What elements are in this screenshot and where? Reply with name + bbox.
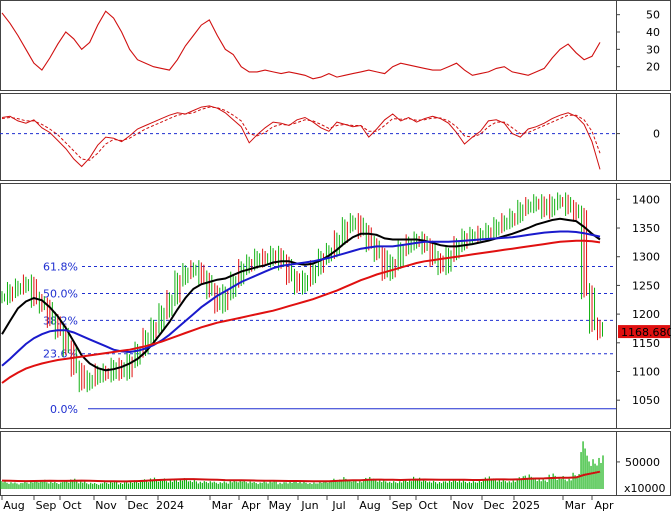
x-tick-label: Sep	[36, 499, 57, 512]
y-tick-label: 1400	[632, 193, 660, 206]
x-tick-label: Aug	[359, 499, 380, 512]
moving-average-long	[1, 239, 601, 384]
panel-frame	[0, 0, 671, 91]
x-tick-label: May	[269, 499, 292, 512]
y-tick-label: 1150	[632, 337, 660, 350]
y-tick-label: 1100	[632, 365, 660, 378]
x-axis: Aug Sep Oct Nov Dec 2024 Mar Apr May Jun Jul Aug Sep…	[1, 495, 614, 512]
x-tick-label: Nov	[452, 499, 474, 512]
panel-frames	[0, 0, 671, 496]
x-tick-label: Oct	[418, 499, 438, 512]
x-tick-label: Jun	[300, 499, 318, 512]
last-price-label: 1168.680	[621, 326, 671, 339]
panel-frame	[0, 93, 671, 181]
y-tick-label: 1050	[632, 394, 660, 407]
x-tick-label: Apr	[594, 499, 614, 512]
y-tick-label: 1200	[632, 308, 660, 321]
x-tick-label: Dec	[483, 499, 504, 512]
x-tick-label: 2024	[156, 499, 184, 512]
x-tick-label: Jul	[331, 499, 345, 512]
fib-level-label: 61.8%	[43, 260, 78, 273]
x-tick-label: Mar	[212, 499, 233, 512]
y-tick-label: 50000	[625, 456, 660, 469]
price-panel: 61.8%50.0%38.2%23.6%0.0%1050110011501200…	[1, 192, 671, 416]
fib-level-label: 0.0%	[50, 403, 78, 416]
x-tick-label: Dec	[127, 499, 148, 512]
x-tick-label: Aug	[3, 499, 24, 512]
fib-level-label: 50.0%	[43, 287, 78, 300]
y-tick-label: 50	[646, 9, 660, 22]
x-tick-label: Sep	[392, 499, 413, 512]
oscillator-line	[1, 10, 601, 80]
x-tick-label: Oct	[62, 499, 82, 512]
moving-average-mid	[1, 230, 601, 367]
y-tick-label: 1350	[632, 222, 660, 235]
x-tick-label: 2025	[512, 499, 540, 512]
volume-panel: 50000 x10000	[0, 441, 666, 495]
volume-unit-label: x10000	[624, 482, 666, 495]
y-tick-label: 20	[646, 61, 660, 74]
momentum-line	[1, 105, 601, 170]
panel-frame	[0, 183, 671, 429]
last-price-box	[618, 325, 670, 339]
y-tick-label: 1250	[632, 279, 660, 292]
y-tick-label: 0	[653, 128, 660, 141]
oscillator-panel: 20 30 40 50	[1, 9, 660, 80]
momentum-panel: 0	[0, 105, 660, 170]
signal-line	[1, 106, 601, 161]
x-tick-label: Nov	[95, 499, 117, 512]
y-tick-label: 1300	[632, 251, 660, 264]
x-tick-label: Mar	[565, 499, 586, 512]
volume-moving-average	[1, 470, 601, 483]
y-tick-label: 40	[646, 26, 660, 39]
x-tick-label: Apr	[241, 499, 261, 512]
y-tick-label: 30	[646, 43, 660, 56]
